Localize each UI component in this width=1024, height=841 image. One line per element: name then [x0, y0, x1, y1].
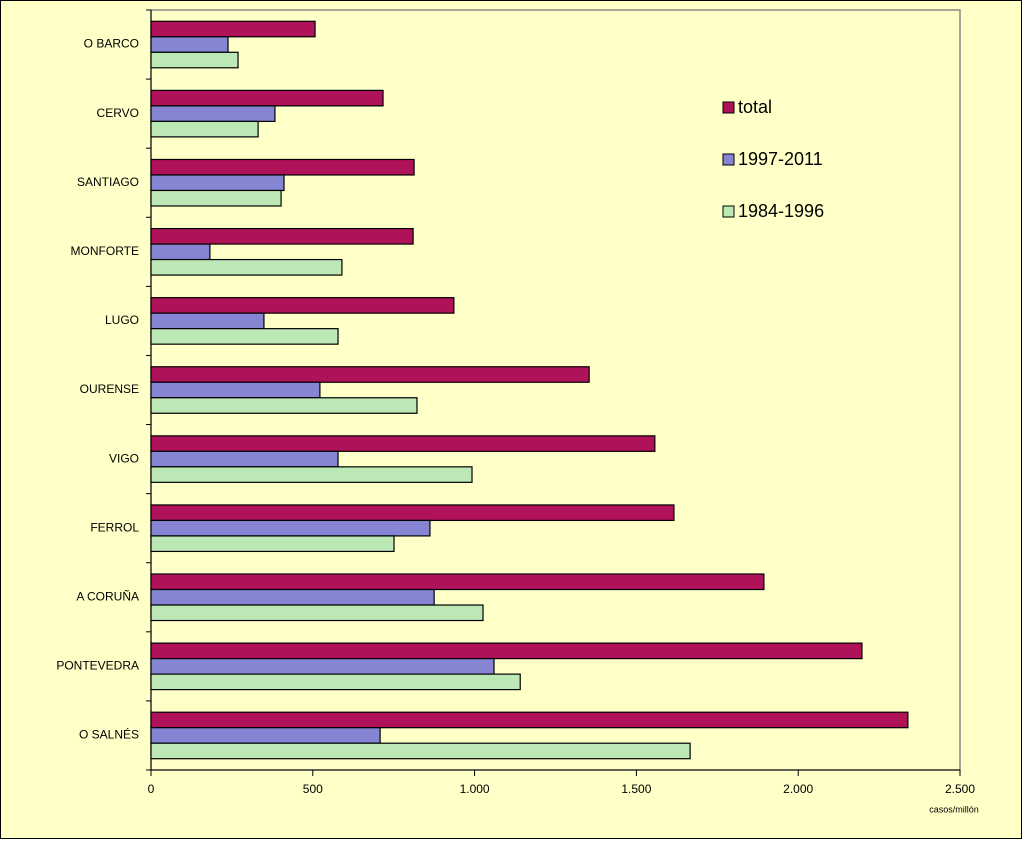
bar: [150, 711, 909, 729]
bar: [150, 466, 473, 483]
y-tick-label: VIGO: [109, 451, 139, 465]
legend-swatch: [722, 101, 735, 114]
bar: [150, 89, 384, 107]
bar: [150, 297, 455, 314]
bar: [150, 20, 316, 38]
x-tick-label: 500: [303, 782, 323, 796]
x-tick-label: 2.500: [945, 782, 975, 796]
legend-label: total: [738, 97, 772, 117]
bar: [150, 727, 381, 744]
y-tick-label: O SALNÉS: [79, 727, 139, 742]
bar: [150, 450, 339, 468]
x-tick-label: 1.000: [460, 782, 490, 796]
bar: [150, 120, 259, 138]
bar: [150, 504, 675, 522]
bar: [150, 105, 276, 122]
y-tick-label: OURENSE: [80, 382, 139, 396]
bar: [150, 366, 590, 383]
bar: [150, 535, 395, 553]
legend-swatch: [722, 153, 735, 166]
bar: [150, 312, 265, 330]
bar: [150, 328, 339, 345]
bar: [150, 174, 285, 192]
legend-swatch: [722, 205, 735, 218]
bar: [150, 604, 484, 622]
x-tick-label: 2.000: [783, 782, 813, 796]
bar: [150, 189, 282, 207]
bar: [150, 658, 495, 675]
y-tick-label: FERROL: [90, 520, 139, 534]
y-tick-label: LUGO: [105, 313, 139, 327]
bar: [150, 642, 863, 660]
bar: [150, 588, 435, 606]
y-tick-label: MONFORTE: [71, 244, 139, 258]
bar: [150, 227, 414, 245]
bar: [150, 397, 418, 414]
x-tick-label: 1.500: [621, 782, 651, 796]
y-tick-label: PONTEVEDRA: [56, 659, 139, 673]
legend-label: 1997-2011: [738, 149, 823, 169]
legend-label: 1984-1996: [738, 201, 824, 221]
bar: [150, 435, 656, 452]
y-tick-label: O BARCO: [84, 37, 139, 51]
x-axis-label: casos/millón: [929, 804, 979, 814]
bar: [150, 36, 229, 53]
y-tick-label: SANTIAGO: [77, 175, 139, 189]
bar: [150, 51, 239, 69]
bar: [150, 243, 211, 261]
bar: [150, 742, 691, 760]
bar: [150, 573, 765, 591]
bar: [150, 381, 321, 399]
bar: [150, 673, 521, 691]
bar: [150, 519, 431, 537]
y-tick-label: CERVO: [97, 106, 139, 120]
x-tick-label: 0: [148, 782, 155, 796]
bar: [150, 158, 415, 176]
y-tick-label: A CORUÑA: [76, 589, 139, 603]
bar: [150, 258, 343, 276]
